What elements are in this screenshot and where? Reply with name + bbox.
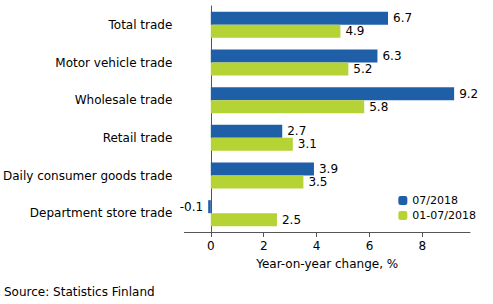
svg-text:Total trade: Total trade: [108, 18, 173, 32]
svg-text:0: 0: [207, 239, 215, 253]
svg-text:4.9: 4.9: [345, 24, 364, 38]
svg-text:5.8: 5.8: [369, 100, 388, 114]
svg-text:Department store trade: Department store trade: [30, 206, 173, 220]
svg-text:-0.1: -0.1: [180, 200, 203, 214]
svg-text:Daily consumer goods trade: Daily consumer goods trade: [3, 169, 172, 183]
svg-text:3.5: 3.5: [308, 175, 327, 189]
svg-text:6: 6: [366, 239, 374, 253]
svg-text:01-07/2018: 01-07/2018: [412, 209, 476, 222]
svg-text:9.2: 9.2: [459, 87, 478, 101]
svg-text:3.9: 3.9: [319, 162, 338, 176]
svg-text:8: 8: [419, 239, 427, 253]
svg-text:2.7: 2.7: [287, 124, 306, 138]
svg-text:6.7: 6.7: [393, 11, 412, 25]
svg-text:3.1: 3.1: [298, 137, 317, 151]
svg-text:6.3: 6.3: [382, 49, 401, 63]
svg-text:Wholesale trade: Wholesale trade: [75, 93, 173, 107]
svg-text:Source: Statistics Finland: Source: Statistics Finland: [4, 285, 155, 299]
svg-text:07/2018: 07/2018: [412, 194, 458, 207]
svg-text:2.5: 2.5: [282, 213, 301, 227]
svg-text:4: 4: [313, 239, 321, 253]
svg-text:Retail trade: Retail trade: [103, 131, 173, 145]
svg-text:Year-on-year change, %: Year-on-year change, %: [255, 257, 398, 271]
svg-text:2: 2: [260, 239, 268, 253]
svg-text:5.2: 5.2: [353, 62, 372, 76]
svg-text:Motor vehicle trade: Motor vehicle trade: [55, 56, 172, 70]
